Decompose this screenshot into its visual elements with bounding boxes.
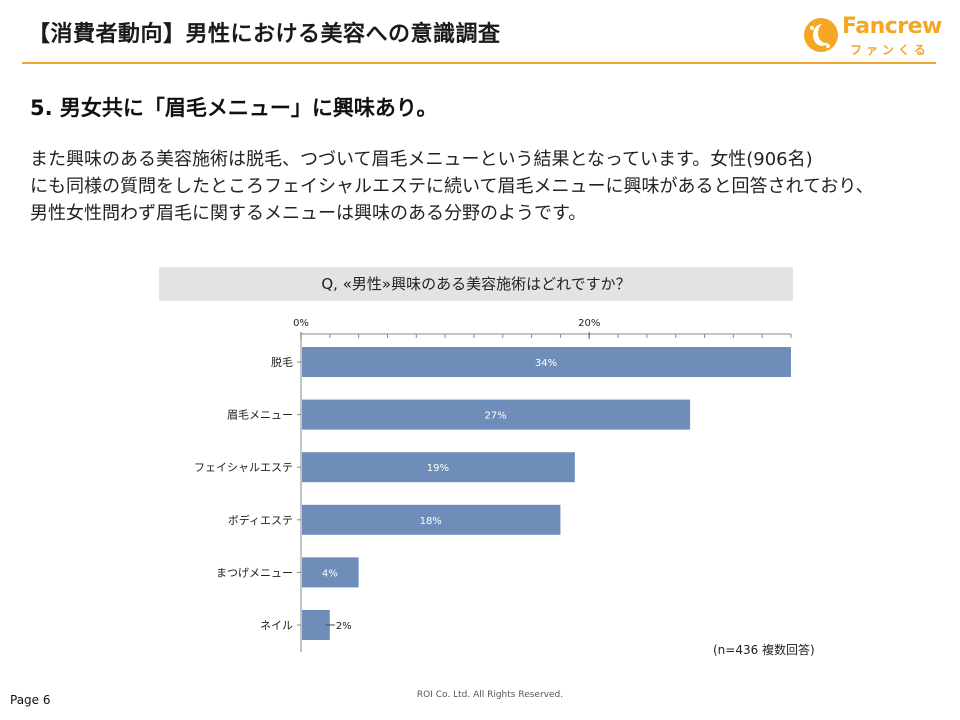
bar (302, 610, 330, 640)
data-label: 34% (535, 358, 557, 369)
logo-subtitle: ファンくる (850, 43, 930, 57)
category-label: 脱毛 (271, 355, 293, 369)
page-number: Page 6 (10, 693, 51, 707)
section-title: 5. 男女共に「眉毛メニュー」に興味あり。 (30, 96, 438, 120)
page-title: 【消費者動向】男性における美容への意識調査 (28, 22, 501, 47)
bar (302, 557, 359, 588)
body-line: また興味のある美容施術は脱毛、つづいて眉毛メニューという結果となっています。女性… (30, 149, 813, 170)
body-line: にも同様の質問をしたところフェイシャルエステに続いて眉毛メニューに興味があると回… (30, 176, 874, 197)
bar (302, 347, 791, 377)
data-label: 2% (336, 621, 352, 632)
question-header: Q, «男性»興味のある美容施術はどれですか？ (159, 267, 793, 301)
category-label: 眉毛メニュー (227, 409, 293, 422)
logo-name: Fancrew (842, 14, 942, 39)
data-label: 27% (484, 411, 506, 422)
data-label: 4% (322, 568, 338, 579)
bar (302, 452, 575, 483)
sample-size-note: (n=436 複数回答) (713, 643, 815, 657)
category-label: フェイシャルエステ (194, 461, 293, 474)
copyright-text: ROI Co. Ltd. All Rights Reserved. (416, 690, 564, 700)
category-label: まつげメニュー (216, 566, 293, 579)
fancrew-logo: Fancrew ファンくる (804, 14, 942, 58)
logo-badge-icon (804, 18, 838, 52)
bar (302, 504, 561, 535)
x-tick-label: 20% (578, 318, 600, 329)
header-divider (22, 62, 936, 64)
body-line: 男性女性問わず眉毛に関するメニューは興味のある分野のようです。 (30, 203, 587, 224)
data-label: 18% (420, 516, 442, 527)
bar (302, 399, 691, 430)
x-tick-label: 0% (293, 318, 309, 329)
data-label: 19% (427, 463, 449, 474)
category-label: ネイル (260, 619, 293, 632)
body-paragraph: また興味のある美容施術は脱毛、つづいて眉毛メニューという結果となっています。女性… (30, 146, 940, 227)
category-label: ボディエステ (228, 513, 293, 527)
